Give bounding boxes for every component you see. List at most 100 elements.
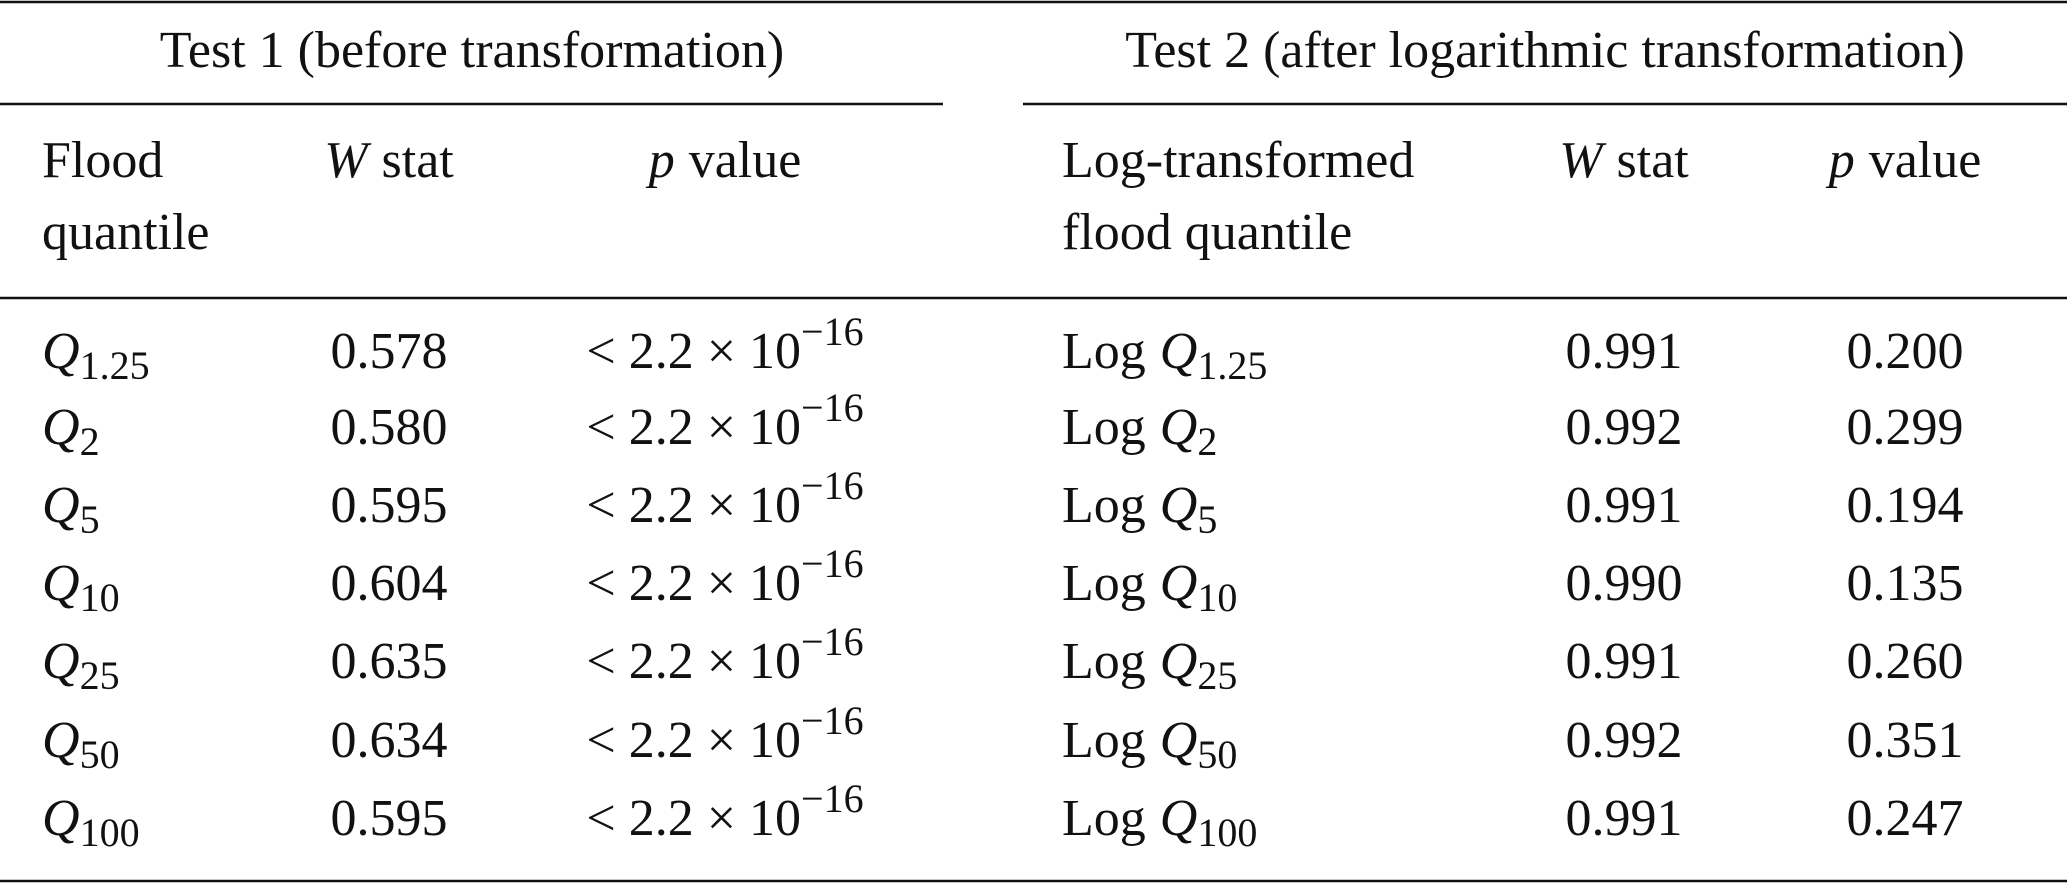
cell: Log Q5 <box>1062 477 1217 542</box>
cell: Log Q1.25 <box>1062 323 1267 388</box>
cell-prefix: Log <box>1062 477 1146 534</box>
header-text: value <box>689 132 802 189</box>
cell-subscript: 50 <box>1197 732 1237 777</box>
cell: < 2.2 × 10−16 <box>586 463 863 534</box>
cell-base: < 2.2 × 10 <box>586 712 801 769</box>
cell: 0.991 <box>1566 633 1683 690</box>
cell: Q5 <box>42 477 100 542</box>
cell-subscript: 2 <box>1197 419 1217 464</box>
cell: Q10 <box>42 555 120 620</box>
cell-subscript: 50 <box>80 732 120 777</box>
cell: 0.991 <box>1566 477 1683 534</box>
cell-subscript: 100 <box>80 810 140 855</box>
cell: Q50 <box>42 712 120 777</box>
header-text: stat <box>1617 132 1690 189</box>
cell-prefix: Log <box>1062 790 1146 847</box>
cell-subscript: 10 <box>80 575 120 620</box>
cell-superscript: −16 <box>801 385 864 430</box>
cell: 0.992 <box>1566 712 1683 769</box>
cell: 0.247 <box>1847 790 1964 847</box>
cell-symbol: Q <box>1160 477 1198 534</box>
cell-symbol: Q <box>1160 790 1198 847</box>
group-title: Test 1 (before transformation) <box>160 22 784 79</box>
cell-superscript: −16 <box>801 309 864 354</box>
cell-prefix: Log <box>1062 712 1146 769</box>
header-text: stat <box>382 132 455 189</box>
cell-symbol: Q <box>42 633 80 690</box>
cell: < 2.2 × 10−16 <box>586 309 863 380</box>
cell: 0.992 <box>1566 399 1683 456</box>
cell: 0.990 <box>1566 555 1683 612</box>
cell-subscript: 1.25 <box>80 343 150 388</box>
cell-subscript: 25 <box>1197 653 1237 698</box>
cell-symbol: Q <box>42 323 80 380</box>
cell: < 2.2 × 10−16 <box>586 776 863 847</box>
cell-superscript: −16 <box>801 776 864 821</box>
header-variable: W <box>1559 132 1607 189</box>
cell: 0.604 <box>331 555 448 612</box>
cell-base: < 2.2 × 10 <box>586 633 801 690</box>
cell-base: < 2.2 × 10 <box>586 477 801 534</box>
cell: 0.194 <box>1847 477 1964 534</box>
cell: 0.135 <box>1847 555 1964 612</box>
cell: 0.351 <box>1847 712 1964 769</box>
cell: Log Q100 <box>1062 790 1257 855</box>
cell: 0.634 <box>331 712 448 769</box>
cell: 0.580 <box>331 399 448 456</box>
cell-superscript: −16 <box>801 698 864 743</box>
cell-symbol: Q <box>1160 323 1198 380</box>
header-variable: p <box>645 132 675 189</box>
cell-subscript: 5 <box>80 497 100 542</box>
cell: < 2.2 × 10−16 <box>586 541 863 612</box>
cell: Log Q10 <box>1062 555 1237 620</box>
cell: 0.991 <box>1566 790 1683 847</box>
cell: < 2.2 × 10−16 <box>586 385 863 456</box>
cell-symbol: Q <box>42 399 80 456</box>
column-header: p value <box>645 132 802 189</box>
group-title: Test 2 (after logarithmic transformation… <box>1125 22 1965 79</box>
cell-symbol: Q <box>1160 633 1198 690</box>
cell-prefix: Log <box>1062 633 1146 690</box>
cell-base: < 2.2 × 10 <box>586 399 801 456</box>
cell-subscript: 1.25 <box>1197 343 1267 388</box>
cell: Log Q50 <box>1062 712 1237 777</box>
cell-base: < 2.2 × 10 <box>586 790 801 847</box>
cell-superscript: −16 <box>801 541 864 586</box>
cell-superscript: −16 <box>801 463 864 508</box>
cell-subscript: 25 <box>80 653 120 698</box>
cell-prefix: Log <box>1062 323 1146 380</box>
column-header: Log-transformed <box>1062 132 1414 189</box>
cell-prefix: Log <box>1062 555 1146 612</box>
cell-symbol: Q <box>1160 555 1198 612</box>
cell-base: < 2.2 × 10 <box>586 323 801 380</box>
cell-symbol: Q <box>42 555 80 612</box>
cell: 0.578 <box>331 323 448 380</box>
cell-symbol: Q <box>42 790 80 847</box>
cell-superscript: −16 <box>801 619 864 664</box>
cell: < 2.2 × 10−16 <box>586 619 863 690</box>
cell: 0.260 <box>1847 633 1964 690</box>
cell: Q25 <box>42 633 120 698</box>
cell: 0.200 <box>1847 323 1964 380</box>
cell: Q2 <box>42 399 100 464</box>
column-header: p value <box>1825 132 1982 189</box>
cell-symbol: Q <box>42 477 80 534</box>
cell-prefix: Log <box>1062 399 1146 456</box>
header-variable: W <box>324 132 372 189</box>
column-header: flood quantile <box>1062 204 1352 261</box>
column-header: Flood <box>42 132 163 189</box>
cell: 0.635 <box>331 633 448 690</box>
cell: 0.991 <box>1566 323 1683 380</box>
header-variable: p <box>1825 132 1855 189</box>
cell: 0.595 <box>331 790 448 847</box>
cell-subscript: 5 <box>1197 497 1217 542</box>
cell: 0.299 <box>1847 399 1964 456</box>
cell-base: < 2.2 × 10 <box>586 555 801 612</box>
cell: Q100 <box>42 790 140 855</box>
header-text: value <box>1869 132 1982 189</box>
cell-subscript: 10 <box>1197 575 1237 620</box>
